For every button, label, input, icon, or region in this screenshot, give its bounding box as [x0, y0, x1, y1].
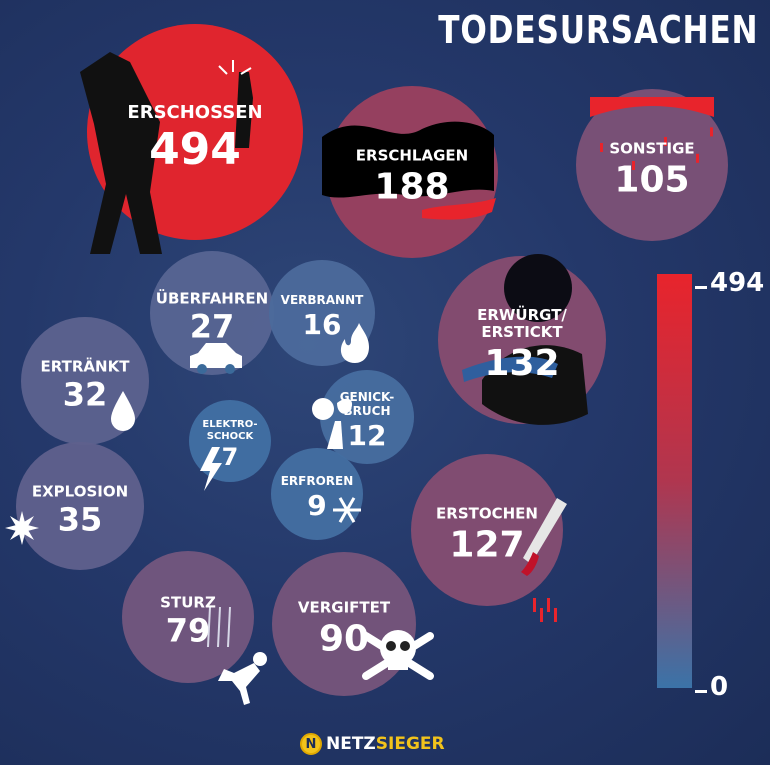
bubble-label: VERGIFTET	[298, 599, 391, 617]
bubble-label: VERBRANNT	[281, 293, 364, 307]
bubble-value: 79	[166, 612, 211, 650]
brand-name-part1: NETZ	[326, 734, 376, 754]
bubble-circle	[576, 89, 728, 241]
bubble: VERGIFTET 90	[272, 552, 434, 696]
bubble-label: ERSCHOSSEN	[127, 102, 262, 123]
bubble: SONSTIGE 105	[576, 89, 728, 241]
car-icon	[190, 343, 242, 374]
lightning-icon	[200, 447, 222, 491]
bubble-label: GENICK-BRUCH	[340, 390, 395, 418]
bubble-circle	[122, 551, 254, 683]
bubble-label: ERWÜRGT/ERSTICKT	[477, 305, 567, 341]
color-scale-bar	[657, 274, 692, 688]
bubble-circle	[16, 442, 144, 570]
bubble: ERSCHLAGEN 188	[322, 86, 498, 258]
brand-logo: N NETZ SIEGER	[300, 733, 445, 755]
bubble-circle	[271, 448, 363, 540]
blood-icon	[322, 121, 496, 220]
strangled-person-icon	[462, 254, 588, 425]
water-drop-icon	[111, 391, 135, 431]
brand-badge-icon: N	[300, 733, 322, 755]
page-title: TODESURSACHEN	[437, 8, 758, 52]
brand-name-part2: SIEGER	[375, 734, 445, 754]
bubble-value: 494	[149, 124, 241, 175]
legend-min-tick	[695, 690, 707, 693]
bubble-circle	[150, 251, 274, 375]
bubble-label: ERSCHLAGEN	[356, 147, 468, 165]
bubble-value: 9	[307, 489, 326, 522]
bubble-label: ERSTOCHEN	[436, 505, 538, 523]
bubble-value: 132	[484, 343, 559, 384]
bubble-circle	[272, 552, 416, 696]
bubble-label: ERFROREN	[281, 474, 354, 488]
bubble-label: ÜBERFAHREN	[156, 289, 268, 308]
legend-max-tick	[695, 286, 707, 289]
bubble-value: 27	[190, 308, 235, 346]
bubble-value: 7	[222, 443, 239, 471]
bubble-label: SONSTIGE	[609, 140, 694, 158]
bubble-value: 35	[58, 501, 103, 539]
skull-crossbones-icon	[362, 630, 434, 680]
bubble-label: ERTRÄNKT	[41, 357, 131, 376]
bubble-value: 188	[374, 167, 449, 208]
knife-icon	[521, 498, 567, 622]
legend-min-label: 0	[710, 672, 729, 702]
falling-person-icon	[207, 606, 267, 705]
bubble-circle	[320, 370, 414, 464]
bubble-value: 127	[449, 525, 524, 566]
shooting-scene-icon	[80, 52, 253, 254]
snowflake-icon	[333, 497, 361, 523]
flame-icon	[340, 323, 369, 363]
bubble-label: EXPLOSION	[32, 483, 128, 501]
bubble-label: STURZ	[160, 594, 216, 612]
broken-neck-icon	[312, 398, 353, 449]
bubble: ERSTOCHEN 127	[411, 454, 567, 622]
bubble-label: ELEKTRO-SCHOCK	[202, 419, 257, 442]
blood-drip-icon	[590, 97, 714, 170]
bubble-value: 105	[614, 160, 689, 201]
bubble-value: 16	[303, 308, 342, 341]
explosion-icon	[5, 511, 39, 545]
bubble-value: 32	[63, 376, 108, 414]
bubble-circle	[269, 260, 375, 366]
bubble-value: 90	[319, 619, 369, 660]
bubble-value: 12	[348, 419, 387, 452]
legend-max-label: 494	[710, 268, 765, 298]
